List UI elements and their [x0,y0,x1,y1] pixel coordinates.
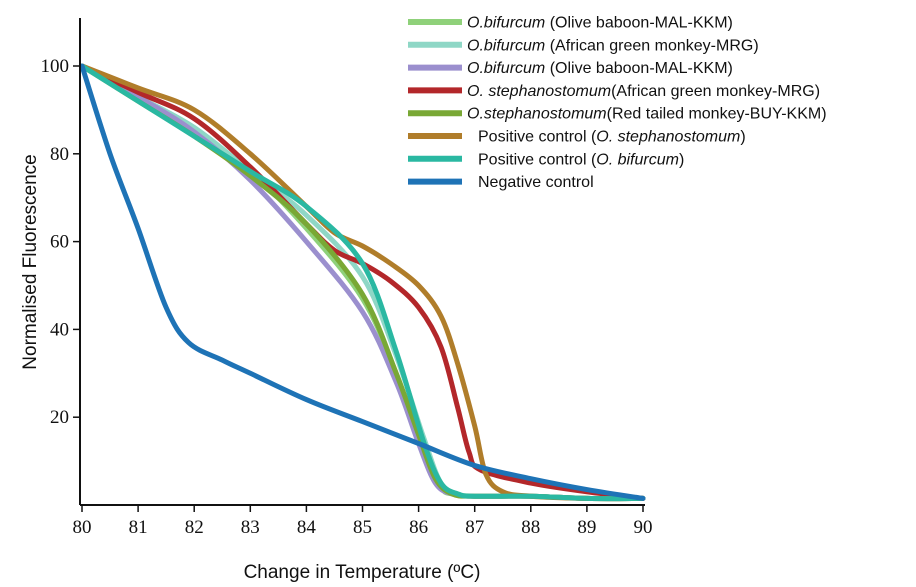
legend-label-part: O.stephanostomum [467,106,607,123]
legend-label-part: O. bifurcum [596,151,679,168]
legend-label-part: (African green monkey-MRG) [611,83,820,100]
series-lines [79,63,646,502]
x-axis-title: Change in Temperature (ºC) [244,562,481,583]
legend-label-part: (African green monkey-MRG) [545,37,758,54]
x-tick-label: 87 [465,517,484,538]
x-tick-label: 83 [241,517,260,538]
series-line-7 [79,63,646,502]
legend-label-part: O.bifurcum [467,60,545,77]
legend-label-part: (Olive baboon-MAL-KKM) [545,60,733,77]
legend-label-part: ) [679,151,684,168]
legend-label-7: Positive control (O. bifurcum) [478,151,684,168]
legend-label-part: O. stephanostomum [596,129,740,146]
legend-label-part: Positive control ( [478,151,597,168]
y-tick-label: 60 [50,232,69,253]
x-tick-label: 81 [129,517,148,538]
x-axis-ticks: 80 81 82 83 84 85 86 87 88 89 90 [73,505,653,538]
x-tick-label: 88 [521,517,540,538]
x-tick-label: 89 [577,517,596,538]
y-tick-label: 40 [50,319,69,340]
legend-label-part: (Red tailed monkey-BUY-KKM) [607,106,827,123]
y-tick-label: 80 [50,144,69,165]
legend-label-5: O.stephanostomum(Red tailed monkey-BUY-K… [467,106,827,123]
legend-label-part: O.bifurcum [467,37,545,54]
legend-label-part: O. stephanostomum [467,83,611,100]
legend-label-1: O.bifurcum (Olive baboon-MAL-KKM) [467,15,733,32]
series-line-8 [79,63,646,501]
legend-label-2: O.bifurcum (African green monkey-MRG) [467,37,759,54]
x-tick-label: 90 [634,517,653,538]
legend-label-part: (Olive baboon-MAL-KKM) [545,15,733,32]
legend-label-part: Negative control [478,174,594,191]
x-tick-label: 84 [297,517,317,538]
x-tick-label: 80 [73,517,92,538]
y-tick-label: 20 [50,407,69,428]
x-tick-label: 82 [185,517,204,538]
legend-label-part: Positive control ( [478,129,597,146]
series-line-4 [79,63,646,501]
legend-label-3: O.bifurcum (Olive baboon-MAL-KKM) [467,60,733,77]
legend-label-8: Negative control [478,174,594,191]
legend-label-6: Positive control (O. stephanostomum) [478,129,746,146]
y-axis-title: Normalised Fluorescence [20,154,41,369]
legend-label-part: ) [740,129,745,146]
x-tick-label: 86 [409,517,428,538]
y-axis-ticks: 20 40 60 80 100 [41,56,80,428]
x-tick-label: 85 [353,517,372,538]
legend-label-4: O. stephanostomum(African green monkey-M… [467,83,820,100]
legend: O.bifurcum (Olive baboon-MAL-KKM)O.bifur… [408,15,827,191]
y-tick-label: 100 [41,56,70,77]
legend-label-part: O.bifurcum [467,15,545,32]
